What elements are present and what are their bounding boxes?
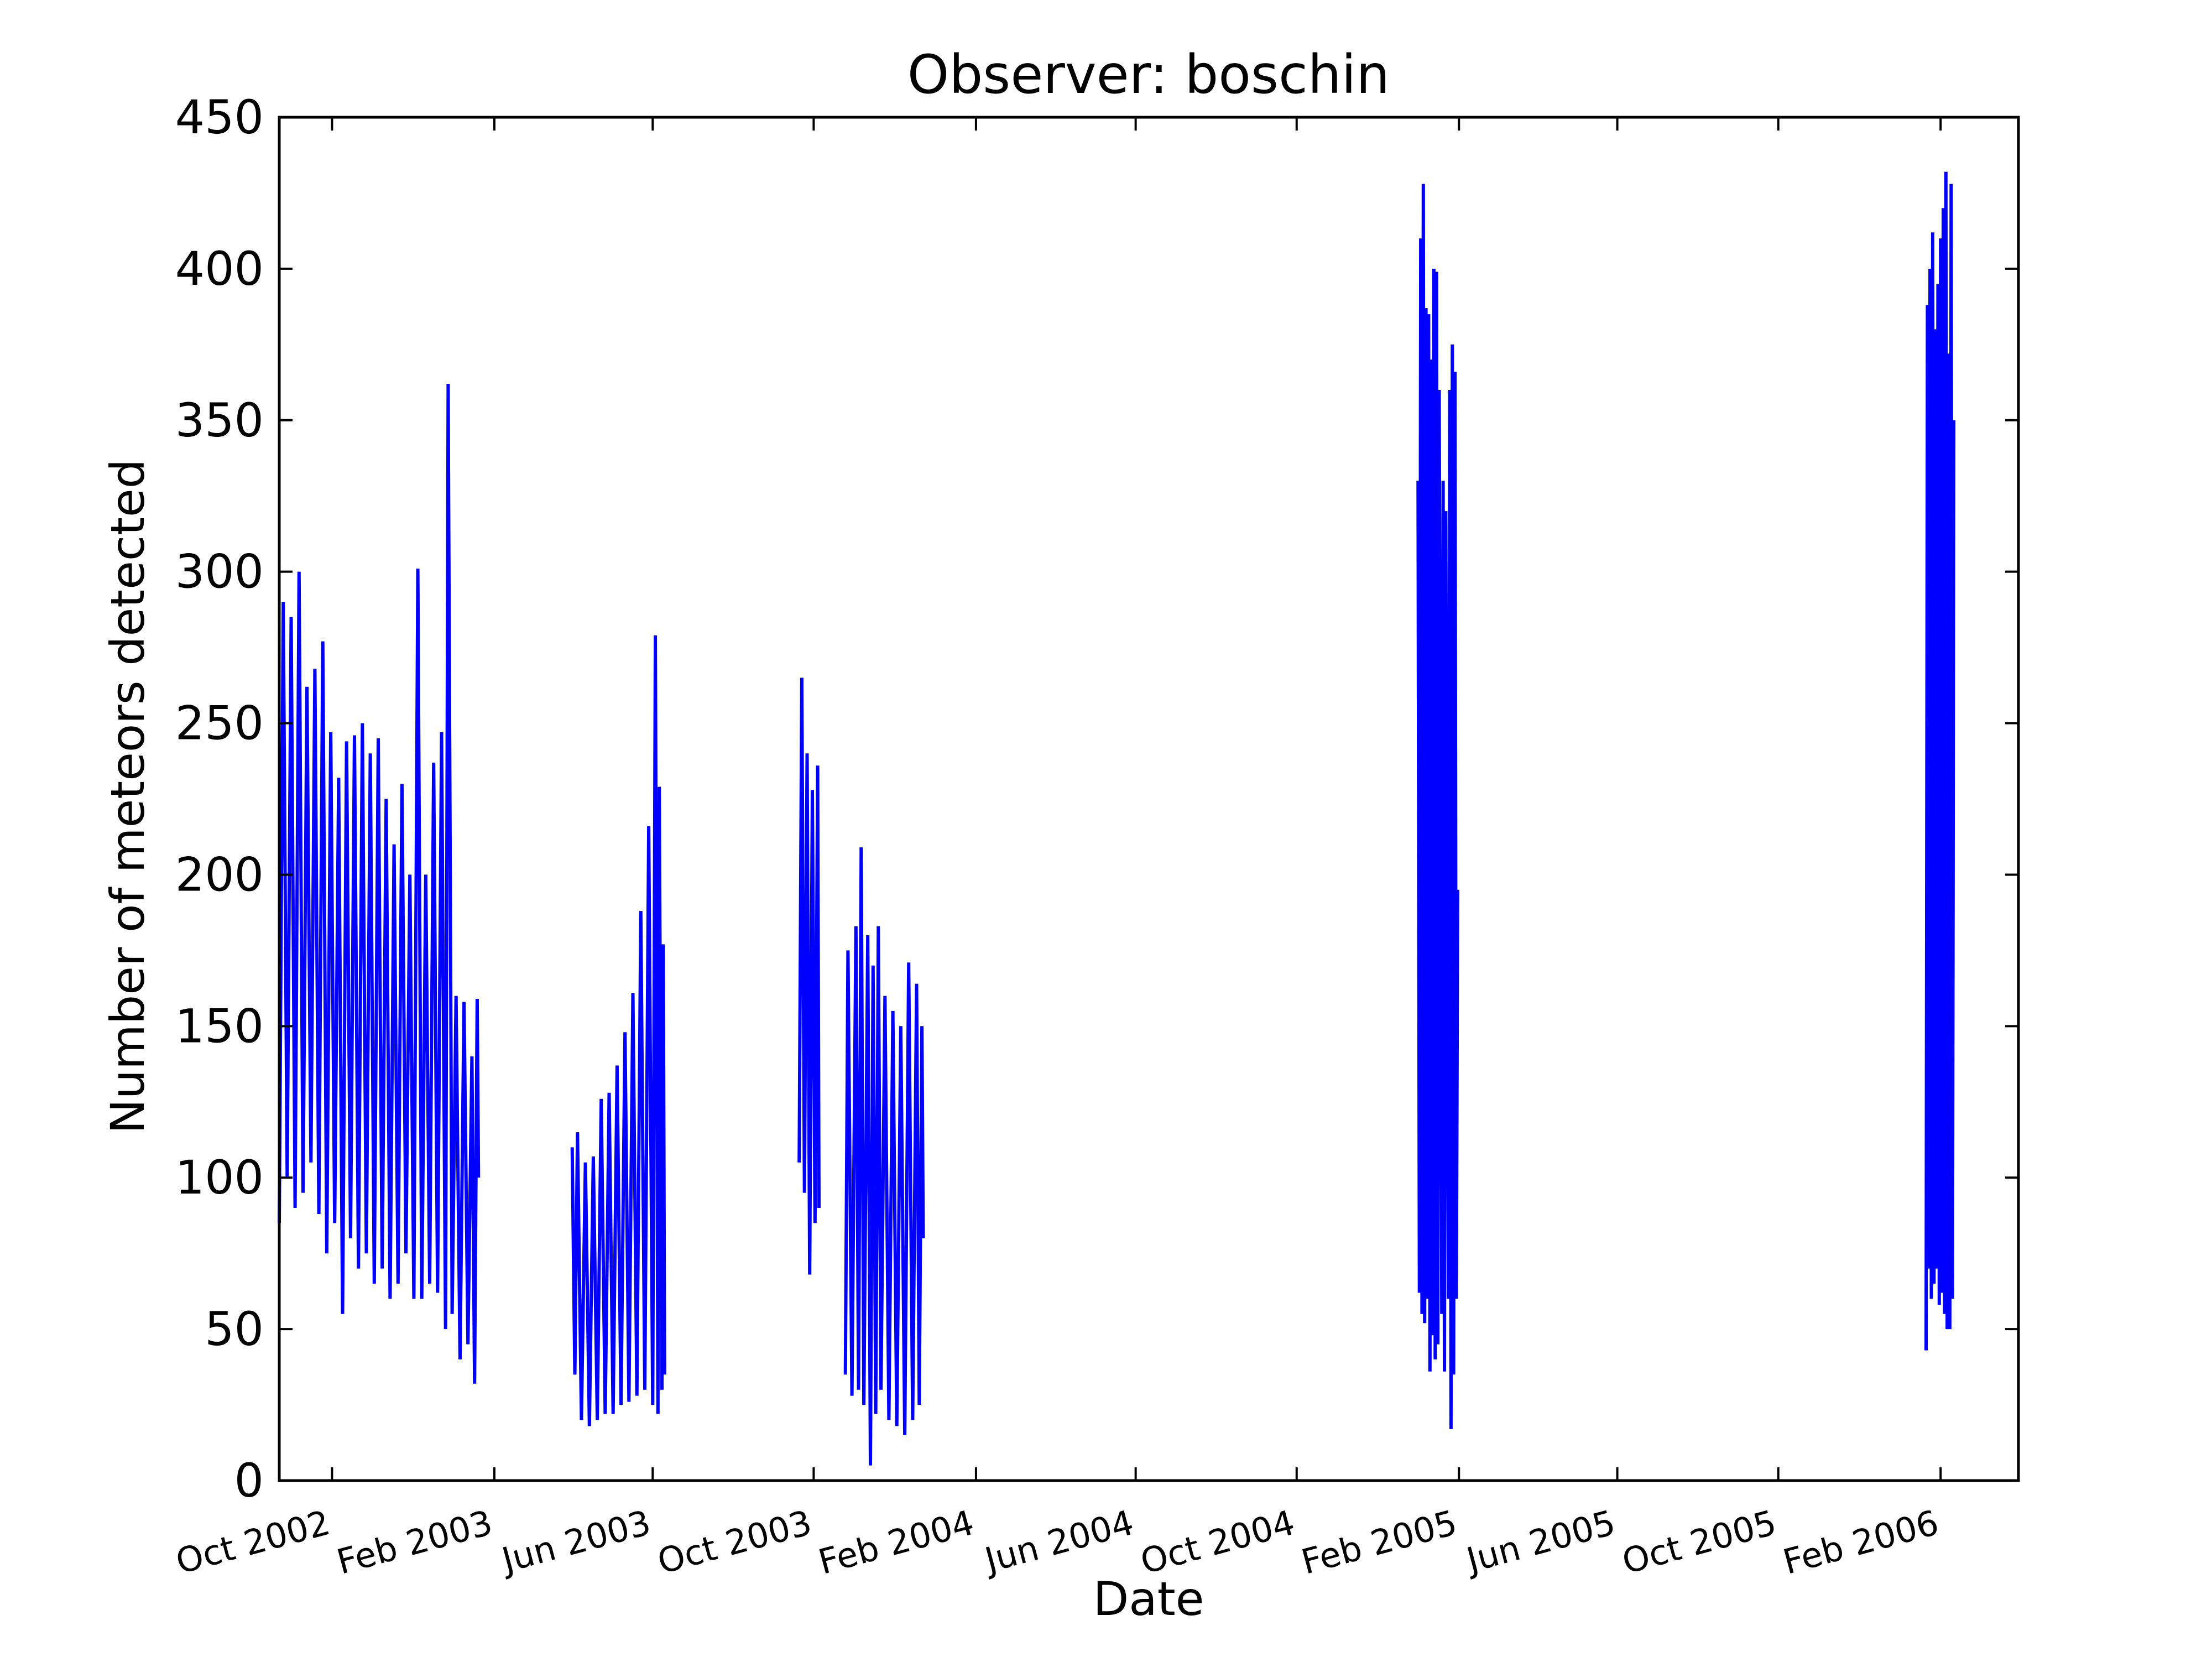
y-tick-label: 300 [175, 545, 264, 599]
y-tick-label: 250 [175, 696, 264, 751]
x-axis-label: Date [1093, 1572, 1204, 1626]
y-tick-label: 0 [234, 1453, 264, 1508]
y-tick-label: 400 [175, 242, 264, 296]
y-tick-label: 350 [175, 393, 264, 447]
series-line-segment-1 [278, 383, 481, 1384]
y-tick-label: 100 [175, 1150, 264, 1205]
y-tick-label: 50 [205, 1302, 264, 1356]
y-tick-label: 150 [175, 999, 264, 1053]
series-line-segment-2 [570, 635, 666, 1426]
series-line-segment-3 [797, 678, 821, 1275]
plot-frame [278, 116, 2020, 1482]
chart-title: Observer: boschin [907, 44, 1390, 106]
y-axis-label: Number of meteors detected [101, 459, 155, 1134]
y-tick-label: 200 [175, 847, 264, 902]
y-tick-label: 450 [175, 90, 264, 144]
series-line-segment-4 [843, 847, 925, 1466]
series-line-segment-6 [1924, 171, 1956, 1351]
series-line-segment-5 [1416, 184, 1459, 1429]
